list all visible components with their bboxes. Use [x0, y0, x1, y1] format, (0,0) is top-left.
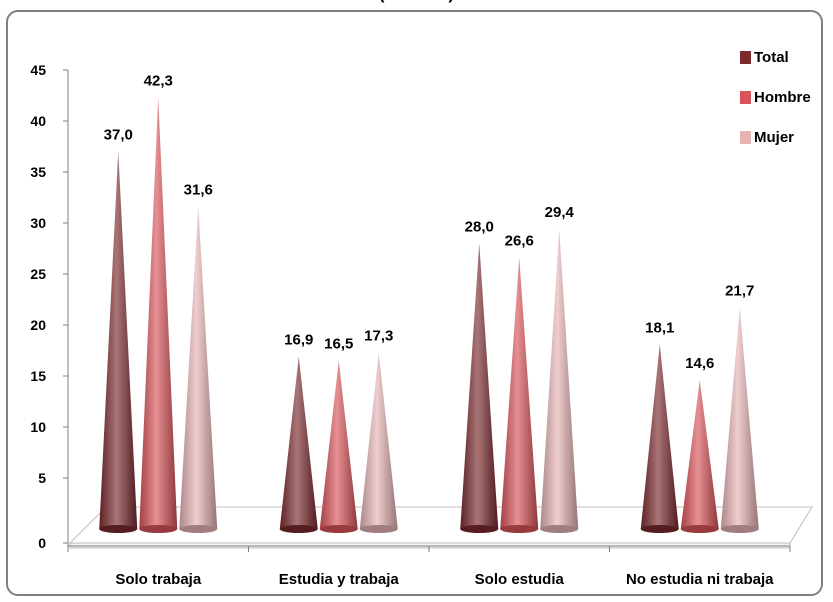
cone-hombre-solo-estudia — [500, 257, 539, 533]
cone-mujer-solo-trabaja — [179, 206, 218, 533]
chart-data-labels: 37,0 42,3 31,6 16,9 16,5 17,3 28,0 26,6 29,4 18,1… — [104, 73, 755, 373]
data-label-hombre-no-estudia-ni-trabaja: 14,6 — [685, 355, 714, 372]
data-label-mujer-solo-trabaja: 31,6 — [184, 182, 213, 199]
data-label-hombre-estudia-y-trabaja: 16,5 — [324, 336, 353, 353]
legend-item-mujer: Mujer — [740, 129, 794, 146]
data-label-total-solo-trabaja: 37,0 — [104, 127, 133, 144]
x-category-label-no-estudia-ni-trabaja: No estudia ni trabaja — [626, 571, 774, 588]
cone-hombre-no-estudia-ni-trabaja — [680, 380, 719, 533]
cone-hombre-estudia-y-trabaja — [319, 360, 358, 533]
legend-label-hombre: Hombre — [754, 89, 811, 106]
y-tick-label: 0 — [38, 535, 46, 551]
cone-total-estudia-y-trabaja — [279, 356, 318, 533]
y-tick-label: 5 — [38, 470, 46, 486]
chart-axes: 0 5 10 15 20 25 30 35 40 45 Solo trabaja Estudia y … — [30, 62, 791, 588]
y-tick-label: 15 — [30, 368, 46, 384]
legend-swatch-hombre — [740, 91, 751, 104]
x-category-label-solo-trabaja: Solo trabaja — [115, 571, 202, 588]
x-category-label-solo-estudia: Solo estudia — [475, 571, 565, 588]
cone-mujer-estudia-y-trabaja — [359, 352, 398, 533]
cone-total-solo-estudia — [460, 243, 499, 533]
legend-swatch-mujer — [740, 131, 751, 144]
data-label-mujer-no-estudia-ni-trabaja: 21,7 — [725, 283, 754, 300]
y-tick-label: 40 — [30, 113, 46, 129]
data-label-total-estudia-y-trabaja: 16,9 — [284, 332, 313, 349]
legend-item-hombre: Hombre — [740, 89, 811, 106]
cone-mujer-solo-estudia — [540, 229, 579, 533]
chart-title-fragment: (…………) — [0, 0, 833, 4]
y-tick-label: 30 — [30, 215, 46, 231]
y-tick-label: 25 — [30, 266, 46, 282]
cone-total-solo-trabaja — [99, 151, 138, 533]
x-category-label-estudia-y-trabaja: Estudia y trabaja — [279, 571, 400, 588]
legend-item-total: Total — [740, 49, 789, 66]
data-label-total-solo-estudia: 28,0 — [465, 218, 494, 235]
data-label-mujer-estudia-y-trabaja: 17,3 — [364, 328, 393, 345]
y-tick-label: 35 — [30, 164, 46, 180]
data-label-mujer-solo-estudia: 29,4 — [545, 204, 575, 221]
legend-label-mujer: Mujer — [754, 129, 794, 146]
data-label-hombre-solo-estudia: 26,6 — [505, 233, 534, 250]
legend-label-total: Total — [754, 49, 789, 66]
chart-cones — [99, 97, 759, 533]
chart-legend: Total Hombre Mujer — [740, 49, 811, 146]
cone-total-no-estudia-ni-trabaja — [640, 344, 679, 533]
y-tick-label: 45 — [30, 62, 46, 78]
cone-mujer-no-estudia-ni-trabaja — [720, 307, 759, 533]
data-label-hombre-solo-trabaja: 42,3 — [144, 73, 173, 90]
y-tick-label: 10 — [30, 419, 46, 435]
data-label-total-no-estudia-ni-trabaja: 18,1 — [645, 319, 674, 336]
cone-hombre-solo-trabaja — [139, 97, 178, 533]
legend-swatch-total — [740, 51, 751, 64]
y-tick-label: 20 — [30, 317, 46, 333]
